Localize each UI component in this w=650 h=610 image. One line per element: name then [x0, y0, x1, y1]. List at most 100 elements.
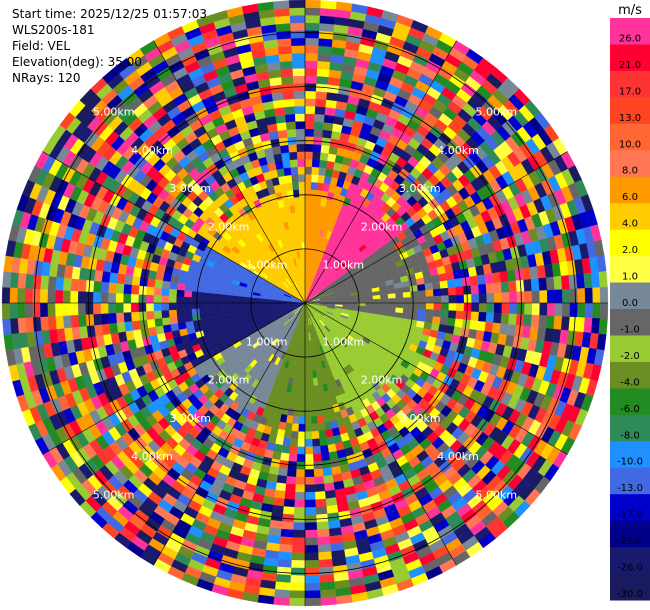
velocity-cell — [271, 504, 284, 515]
velocity-cell — [291, 52, 306, 62]
velocity-cell — [531, 290, 540, 304]
velocity-cell — [304, 219, 310, 228]
velocity-cell — [304, 22, 320, 31]
velocity-cell — [478, 302, 487, 313]
range-ring-label: 1.00km — [246, 259, 288, 272]
velocity-cell — [161, 309, 170, 319]
colorbar-label: -13.0 — [617, 483, 643, 494]
velocity-cell — [315, 400, 322, 409]
velocity-cell — [447, 279, 456, 289]
velocity-cell — [478, 311, 487, 323]
velocity-cell — [277, 551, 293, 561]
velocity-cell — [315, 498, 327, 508]
velocity-cell — [598, 271, 608, 288]
range-ring-label: 1.00km — [323, 335, 365, 348]
velocity-cell — [432, 288, 442, 297]
velocity-cell — [299, 196, 306, 205]
velocity-cell — [309, 393, 316, 402]
velocity-cell — [304, 454, 314, 463]
velocity-cell — [365, 299, 374, 304]
velocity-cell — [432, 309, 442, 318]
velocity-cell — [327, 443, 337, 453]
velocity-cell — [115, 283, 125, 294]
velocity-cell — [599, 286, 609, 304]
velocity-cell — [491, 272, 502, 284]
velocity-cell — [221, 302, 230, 308]
velocity-cell — [317, 422, 326, 432]
velocity-cell — [317, 53, 332, 63]
velocity-cell — [516, 302, 525, 315]
velocity-cell — [304, 136, 314, 145]
velocity-cell — [320, 0, 337, 10]
velocity-cell — [198, 302, 207, 309]
velocity-cell — [24, 302, 33, 318]
velocity-cell — [447, 310, 457, 319]
velocity-cell — [524, 302, 533, 316]
velocity-cell — [284, 491, 296, 500]
velocity-cell — [77, 302, 86, 316]
velocity-cell — [154, 317, 163, 327]
range-ring-label: 4.00km — [437, 450, 479, 463]
velocity-cell — [318, 38, 333, 48]
velocity-cell — [300, 378, 306, 387]
velocity-cell — [296, 219, 302, 228]
velocity-cell — [410, 302, 419, 310]
velocity-cell — [153, 294, 162, 304]
velocity-cell — [292, 75, 306, 84]
velocity-cell — [304, 113, 316, 122]
velocity-cell — [538, 277, 548, 291]
velocity-cell — [311, 166, 320, 176]
velocity-cell — [304, 378, 310, 387]
velocity-cell — [278, 53, 293, 63]
velocity-cell — [304, 52, 319, 62]
velocity-cell — [300, 219, 306, 228]
velocity-cell — [471, 293, 480, 304]
velocity-cell — [409, 285, 419, 293]
velocity-cell — [176, 289, 185, 297]
velocity-cell — [17, 317, 27, 334]
velocity-cell — [108, 322, 119, 334]
velocity-cell — [560, 275, 570, 290]
velocity-cell — [313, 476, 325, 485]
velocity-cell — [9, 302, 18, 319]
velocity-cell — [206, 292, 215, 299]
velocity-cell — [304, 461, 314, 470]
velocity-cell — [509, 302, 518, 315]
velocity-cell — [554, 302, 563, 317]
velocity-cell — [16, 287, 26, 304]
velocity-cell — [325, 497, 338, 507]
velocity-cell — [236, 302, 245, 307]
velocity-cell — [320, 452, 331, 462]
velocity-cell — [433, 295, 442, 304]
velocity-cell — [308, 370, 314, 379]
velocity-cell — [286, 128, 297, 138]
velocity-cell — [273, 7, 291, 17]
velocity-cell — [530, 278, 540, 292]
velocity-cell — [146, 277, 156, 288]
velocity-cell — [302, 257, 306, 266]
velocity-cell — [183, 308, 193, 316]
velocity-cell — [298, 416, 306, 425]
velocity-cell — [304, 582, 321, 592]
velocity-cell — [298, 181, 306, 190]
velocity-cell — [107, 302, 117, 314]
velocity-cell — [296, 461, 306, 470]
velocity-cell — [290, 560, 306, 569]
velocity-cell — [153, 287, 163, 296]
velocity-cell — [54, 289, 64, 304]
velocity-cell — [388, 298, 397, 304]
range-ring-label: 1.00km — [323, 259, 365, 272]
velocity-cell — [304, 370, 310, 379]
velocity-cell — [176, 302, 185, 310]
velocity-cell — [285, 113, 296, 123]
velocity-cell — [183, 296, 192, 304]
velocity-cell — [546, 289, 556, 304]
velocity-cell — [395, 302, 404, 309]
velocity-cell — [9, 317, 19, 335]
range-ring-label: 1.00km — [246, 335, 288, 348]
velocity-cell — [299, 393, 306, 402]
velocity-cell — [168, 288, 178, 297]
velocity-cell — [100, 302, 109, 314]
velocity-cell — [304, 158, 313, 167]
